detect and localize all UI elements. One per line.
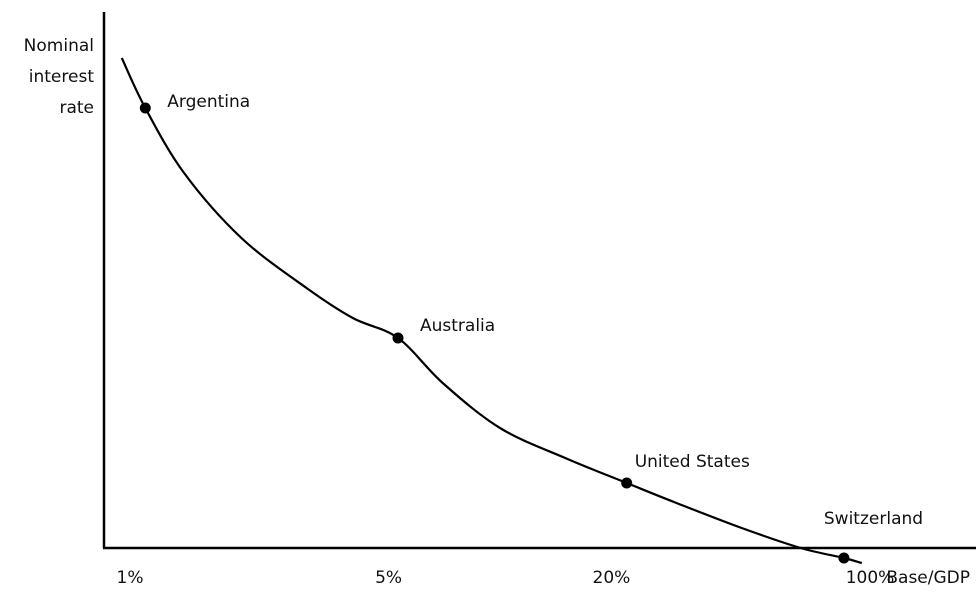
x-tick-labels: 1% 5% 20% 100% [117, 568, 895, 588]
data-label-argentina: Argentina [167, 92, 250, 112]
x-axis-label: Base/GDP [886, 568, 970, 588]
data-label-switzerland: Switzerland [824, 509, 923, 529]
demand-curve [120, 57, 863, 565]
data-label-united-states: United States [635, 452, 750, 472]
x-tick-label: 20% [593, 568, 631, 588]
data-point-australia [392, 332, 404, 344]
x-tick-label: 5% [375, 568, 402, 588]
y-axis-label-line-3: rate [59, 98, 94, 118]
data-label-australia: Australia [420, 316, 495, 336]
data-point-switzerland [838, 552, 850, 564]
y-axis-label-line-2: interest [29, 67, 95, 87]
x-tick-label: 100% [846, 568, 895, 588]
data-point-united-states [621, 477, 633, 489]
data-points: Argentina Australia United States Switzerla… [139, 92, 923, 564]
x-tick-label: 1% [117, 568, 144, 588]
data-point-argentina [139, 102, 151, 114]
y-axis-label-line-1: Nominal [24, 36, 94, 56]
